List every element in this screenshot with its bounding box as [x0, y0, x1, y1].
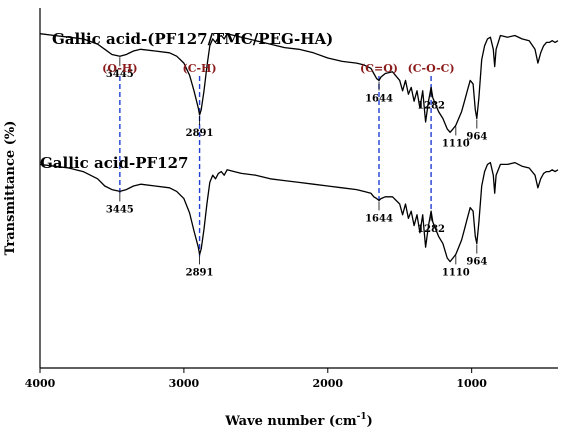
peak-label: 3445 [106, 204, 134, 215]
y-axis-title: Transmittance (%) [3, 121, 18, 256]
x-tick-label: 3000 [169, 377, 200, 390]
x-axis-title-sup: -1 [357, 412, 367, 422]
series-title-1: Gallic acid-PF127 [40, 154, 188, 172]
peak-label: 964 [466, 257, 487, 268]
group-label: (O-H) [102, 62, 137, 75]
series-line-0 [39, 33, 559, 133]
x-tick-label: 1000 [456, 377, 487, 390]
group-labels: (O-H) (C-H) (C=O) (C-O-C) [102, 62, 454, 75]
group-label: (C=O) [360, 62, 398, 75]
peak-label: 1644 [365, 93, 393, 104]
x-tick-label: 4000 [25, 377, 56, 390]
peak-label: 964 [466, 132, 487, 143]
peak-label: 1282 [417, 224, 445, 235]
series-layer [39, 33, 559, 263]
group-label: (C-H) [183, 62, 217, 75]
x-ticks: 4000 3000 2000 1000 [25, 368, 487, 390]
x-axis-title: Wave number (cm-1) [224, 412, 373, 429]
peak-guides [119, 76, 432, 257]
series-title-0: Gallic acid-(PF127/TMC/PEG-HA) [52, 30, 333, 48]
peak-label: 1110 [442, 138, 470, 149]
peak-label: 1644 [365, 213, 393, 224]
series-line-1 [39, 161, 559, 263]
x-axis-title-close: ) [367, 414, 373, 429]
peak-label: 2891 [186, 128, 214, 139]
x-axis-title-main: Wave number (cm [224, 414, 357, 429]
peak-label: 3445 [106, 69, 134, 80]
peak-label: 2891 [186, 267, 214, 278]
x-tick-label: 2000 [312, 377, 343, 390]
peak-label: 1282 [417, 100, 445, 111]
group-label: (C-O-C) [408, 62, 455, 75]
peak-labels: 3445289116441282111096434452891164412821… [106, 57, 487, 278]
series-titles: Gallic acid-(PF127/TMC/PEG-HA) Gallic aci… [40, 30, 333, 172]
peak-label: 1110 [442, 267, 470, 278]
